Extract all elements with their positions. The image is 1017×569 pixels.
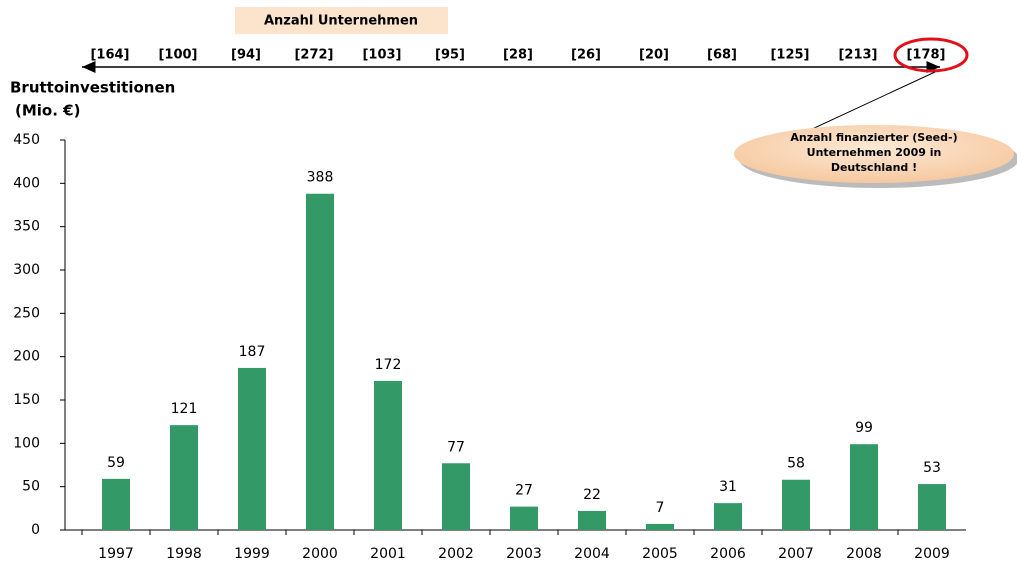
x-tick-label: 2000 (302, 546, 338, 562)
value-label: 172 (375, 357, 402, 373)
value-label: 187 (239, 344, 266, 360)
company-count: [272] (294, 48, 333, 63)
company-count: [213] (838, 48, 877, 63)
bar (714, 503, 742, 530)
x-tick-label: 2008 (846, 546, 882, 562)
x-tick-label: 2002 (438, 546, 474, 562)
company-count: [100] (158, 48, 197, 63)
y-tick-label: 100 (13, 435, 40, 451)
highlight-circle (893, 37, 969, 73)
bar (102, 478, 130, 530)
x-tick-label: 2009 (914, 546, 950, 562)
bar (374, 380, 402, 530)
value-label: 99 (855, 420, 873, 436)
value-label: 58 (787, 456, 805, 472)
company-count: [94] (231, 48, 261, 63)
company-count: [26] (571, 48, 601, 63)
y-tick-label: 450 (13, 132, 40, 148)
bar (306, 193, 334, 530)
company-count: [164] (90, 48, 129, 63)
x-tick-label: 2006 (710, 546, 746, 562)
annotation: Unternehmen 2009 in (807, 146, 942, 159)
x-tick-label: 2001 (370, 546, 406, 562)
bar (850, 444, 878, 530)
annotation: Anzahl finanzierter (Seed-) (790, 131, 957, 144)
y-tick-label: 150 (13, 392, 40, 408)
company-count: [178] (906, 48, 945, 63)
value-label: 77 (447, 439, 465, 455)
bar (238, 367, 266, 530)
company-count: [68] (707, 48, 737, 63)
x-tick-label: 2007 (778, 546, 814, 562)
y-tick-label: 300 (13, 262, 40, 278)
value-label: 31 (719, 479, 737, 495)
header-box (235, 7, 448, 34)
bar (646, 523, 674, 530)
company-count: [28] (503, 48, 533, 63)
x-tick-label: 2004 (574, 546, 610, 562)
x-tick-label: 2003 (506, 546, 542, 562)
bar (510, 506, 538, 530)
callout-line (809, 71, 936, 131)
y-axis-label: Bruttoinvestitionen (10, 79, 175, 97)
company-count: [20] (639, 48, 669, 63)
company-count: [95] (435, 48, 465, 63)
x-tick-label: 2005 (642, 546, 678, 562)
bar (170, 425, 198, 530)
y-tick-label: 250 (13, 305, 40, 321)
x-tick-label: 1998 (166, 546, 202, 562)
y-axis-label: (Mio. €) (15, 102, 80, 120)
company-count: [103] (362, 48, 401, 63)
y-tick-label: 200 (13, 349, 40, 365)
header: Anzahl Unternehmen (264, 14, 418, 29)
x-tick-label: 1999 (234, 546, 270, 562)
y-tick-label: 400 (13, 175, 40, 191)
bar (782, 479, 810, 530)
annotation: Deutschland ! (831, 161, 917, 174)
value-label: 7 (656, 500, 665, 516)
bar (578, 510, 606, 530)
callout (734, 125, 1014, 183)
y-tick-label: 350 (13, 219, 40, 235)
bar (918, 484, 946, 530)
y-tick-label: 50 (22, 479, 40, 495)
value-label: 388 (307, 170, 334, 186)
value-label: 53 (923, 460, 941, 476)
bar (442, 463, 470, 530)
value-label: 121 (171, 401, 198, 417)
x-tick-label: 1997 (98, 546, 134, 562)
value-label: 27 (515, 483, 533, 499)
value-label: 22 (583, 487, 601, 503)
company-count: [125] (770, 48, 809, 63)
value-label: 59 (107, 455, 125, 471)
y-tick-label: 0 (31, 522, 40, 538)
